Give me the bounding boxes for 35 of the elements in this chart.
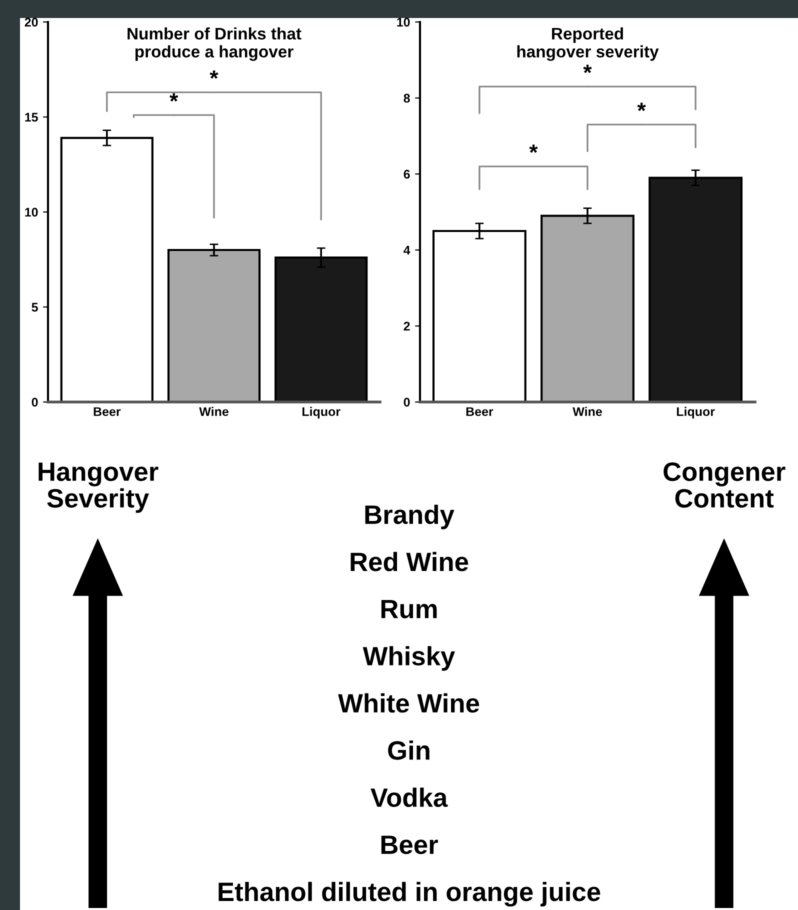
text: Beer <box>381 836 438 854</box>
y-tick-label: 10 <box>25 208 38 217</box>
y-tick-label: 2 <box>404 322 410 331</box>
text: Vodka <box>370 788 448 807</box>
text: Congener Content <box>664 462 786 508</box>
y-tick-label: 6 <box>404 170 410 179</box>
annotation: * <box>583 64 592 74</box>
annotation: * <box>529 144 538 153</box>
text: Rum <box>381 600 437 618</box>
text: Reported hangover severity <box>517 27 659 61</box>
y-tick-label: 5 <box>32 302 38 312</box>
text: Hangover Severity <box>38 462 158 513</box>
y-tick-label: 8 <box>404 94 410 103</box>
x-tick-label: Beer <box>466 407 494 416</box>
y-tick-label: 20 <box>24 18 38 27</box>
x-tick-label: Liquor <box>302 406 340 419</box>
text: Number of Drinks that produce a hangover <box>128 27 302 61</box>
annotation: * <box>170 93 178 102</box>
x-tick-label: Wine <box>572 406 602 416</box>
y-tick-label: 4 <box>404 246 410 255</box>
y-tick-label: 0 <box>32 398 38 407</box>
x-tick-label: Beer <box>94 407 121 416</box>
x-tick-label: Wine <box>199 406 228 416</box>
text: Gin <box>388 740 430 760</box>
y-tick-label: 15 <box>25 112 38 122</box>
annotation: * <box>210 70 218 79</box>
text: Brandy <box>365 504 454 530</box>
text: Red Wine <box>350 552 468 572</box>
text: Ethanol diluted in orange juice <box>218 882 600 907</box>
x-tick-label: Liquor <box>676 406 715 419</box>
text: Whisky <box>362 646 456 671</box>
y-tick-label: 10 <box>397 18 410 27</box>
y-tick-label: 0 <box>404 398 410 407</box>
text: White Wine <box>338 693 480 713</box>
annotation: * <box>637 102 646 112</box>
